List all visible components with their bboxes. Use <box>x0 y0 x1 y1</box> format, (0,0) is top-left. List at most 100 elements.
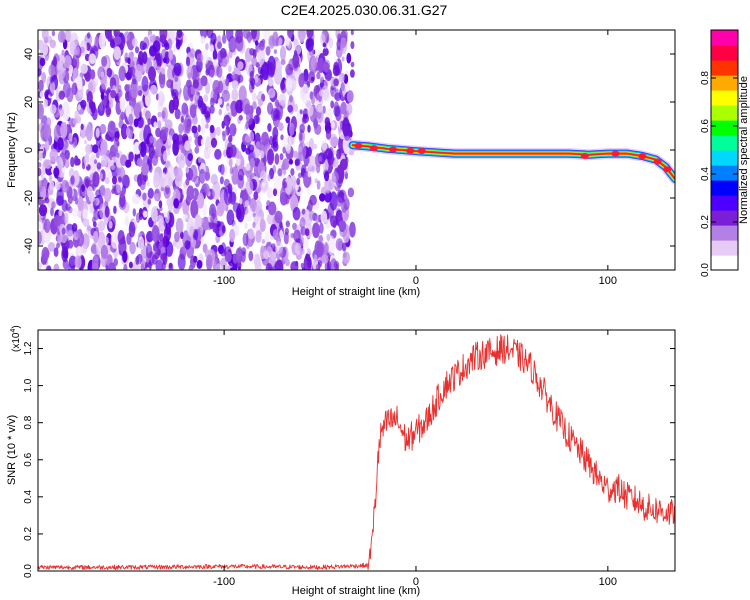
noise-speckle <box>74 110 79 120</box>
noise-speckle <box>189 48 196 59</box>
noise-speckle <box>103 187 112 203</box>
noise-speckle <box>318 155 322 163</box>
x-tick-label: -100 <box>213 275 235 287</box>
noise-speckle <box>328 37 334 49</box>
noise-speckle <box>235 30 244 44</box>
noise-speckle <box>106 107 112 116</box>
noise-speckle <box>251 92 257 102</box>
noise-speckle <box>185 56 191 67</box>
noise-speckle <box>136 157 143 167</box>
noise-speckle <box>41 72 46 84</box>
noise-speckle <box>284 176 293 195</box>
noise-speckle <box>314 123 322 135</box>
noise-speckle <box>149 135 154 144</box>
noise-speckle <box>219 176 224 185</box>
noise-speckle <box>228 65 232 73</box>
noise-speckle <box>306 38 314 52</box>
noise-speckle <box>280 134 284 141</box>
noise-speckle <box>95 127 100 138</box>
noise-speckle <box>208 76 213 86</box>
noise-speckle <box>213 258 221 270</box>
noise-speckle <box>267 148 275 165</box>
noise-speckle <box>237 61 244 70</box>
noise-speckle <box>283 231 290 245</box>
y-tick-label: -20 <box>23 190 35 206</box>
noise-speckle <box>49 81 56 94</box>
noise-speckle <box>349 221 356 238</box>
noise-speckle <box>75 230 82 238</box>
noise-speckle <box>61 101 70 122</box>
noise-speckle <box>257 160 265 177</box>
noise-speckle <box>182 213 189 222</box>
noise-speckle <box>252 101 257 110</box>
noise-speckle <box>149 35 155 43</box>
noise-speckle <box>93 159 98 165</box>
noise-speckle <box>338 220 347 231</box>
snr-x-ticks: -100 0 100 <box>213 330 617 588</box>
noise-speckle <box>139 111 143 119</box>
y-tick-label: 0.0 <box>23 564 34 578</box>
noise-speckle <box>338 75 342 83</box>
noise-speckle <box>108 220 113 229</box>
signal-hotspot <box>354 142 363 149</box>
noise-speckle <box>66 87 74 103</box>
colorbar-cell <box>711 150 738 166</box>
noise-speckle <box>58 90 66 100</box>
noise-speckle <box>283 181 287 189</box>
noise-speckle <box>267 201 277 216</box>
noise-speckle <box>232 253 238 264</box>
noise-speckle <box>139 64 145 74</box>
noise-speckle <box>148 66 156 82</box>
noise-speckle <box>219 163 225 176</box>
noise-speckle <box>290 261 299 270</box>
colorbar-tick-label: 0.8 <box>700 71 711 85</box>
noise-speckle <box>251 30 257 40</box>
y-tick-label: 1.0 <box>23 378 34 392</box>
noise-speckle <box>307 170 311 178</box>
noise-speckle <box>297 30 306 42</box>
noise-speckle <box>220 248 227 257</box>
noise-speckle <box>49 39 56 49</box>
y-tick-label: 0.6 <box>23 452 34 466</box>
noise-speckle <box>165 263 169 268</box>
noise-speckle <box>320 78 324 83</box>
noise-speckle <box>225 78 230 87</box>
noise-speckle <box>221 34 227 44</box>
noise-speckle <box>267 123 272 132</box>
noise-speckle <box>68 255 77 269</box>
noise-speckle <box>50 207 54 217</box>
signal-hotspot <box>580 153 589 159</box>
noise-speckle <box>299 236 305 247</box>
noise-speckle <box>320 33 326 45</box>
noise-speckle <box>177 152 186 169</box>
noise-speckle <box>264 231 270 244</box>
noise-speckle <box>92 171 100 188</box>
noise-speckle <box>288 158 294 165</box>
colorbar-tick-label: 0.4 <box>700 167 711 181</box>
noise-speckle <box>96 162 102 170</box>
noise-speckle <box>153 171 160 189</box>
noise-speckle <box>172 44 177 53</box>
noise-speckle <box>80 63 88 74</box>
noise-speckle <box>148 45 157 57</box>
noise-speckle-group <box>38 30 356 270</box>
noise-speckle <box>346 52 352 64</box>
noise-speckle <box>99 203 107 219</box>
noise-speckle <box>279 45 287 61</box>
noise-speckle <box>41 217 48 231</box>
noise-speckle <box>287 104 294 113</box>
noise-speckle <box>342 117 350 137</box>
noise-speckle <box>131 37 138 47</box>
noise-speckle <box>275 259 284 270</box>
noise-speckle <box>203 171 211 182</box>
noise-speckle <box>67 239 74 249</box>
noise-speckle <box>196 259 203 269</box>
noise-speckle <box>140 263 145 270</box>
noise-speckle <box>108 99 114 109</box>
noise-speckle <box>142 51 148 64</box>
noise-speckle <box>330 136 339 147</box>
noise-speckle <box>45 197 50 204</box>
noise-speckle <box>180 231 184 240</box>
noise-speckle <box>184 114 192 132</box>
noise-speckle <box>141 163 150 176</box>
